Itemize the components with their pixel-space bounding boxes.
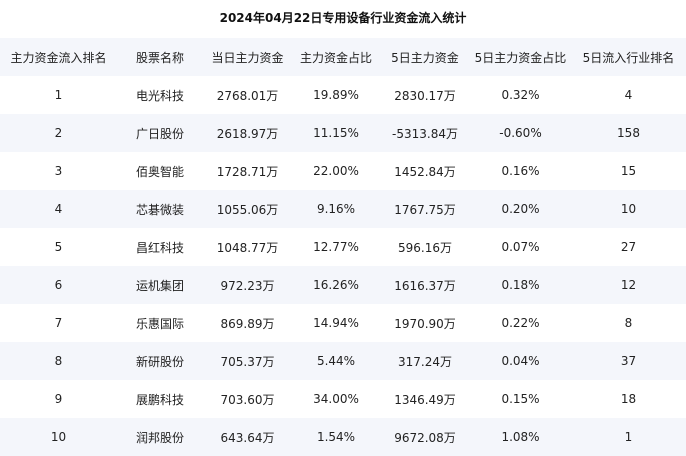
- cell-main-fund-ratio: 11.15%: [313, 126, 359, 140]
- cell-5day-industry-rank: 12: [620, 278, 637, 292]
- cell-5day-main-fund: 2830.17万: [394, 88, 456, 103]
- cell-stock-name: 润邦股份: [135, 430, 184, 445]
- cell-main-fund-ratio: 1.54%: [316, 430, 356, 444]
- table-header-row: 主力资金流入排名 股票名称 当日主力资金 主力资金占比 5日主力资金 5日主力资…: [0, 38, 686, 76]
- cell-5day-main-fund-ratio: 1.08%: [501, 430, 540, 444]
- table-row: 4 芯碁微装 1055.06万 9.16% 1767.75万 0.20% 10: [0, 190, 686, 228]
- cell-stock-name: 芯碁微装: [135, 202, 184, 217]
- cell-5day-industry-rank: 10: [620, 202, 637, 216]
- cell-5day-main-fund: 596.16万: [398, 240, 452, 255]
- cell-stock-name: 运机集团: [135, 278, 184, 293]
- cell-daily-main-fund: 1055.06万: [216, 202, 279, 217]
- table-row: 2 广日股份 2618.97万 11.15% -5313.84万 -0.60% 158: [0, 114, 686, 152]
- fund-flow-table: 主力资金流入排名 股票名称 当日主力资金 主力资金占比 5日主力资金 5日主力资…: [0, 38, 686, 456]
- header-5day-industry-rank: 5日流入行业排名: [582, 50, 675, 65]
- header-main-fund-ratio: 主力资金占比: [299, 50, 372, 65]
- cell-5day-industry-rank: 15: [620, 164, 637, 178]
- cell-5day-main-fund: 9672.08万: [394, 430, 456, 445]
- cell-main-fund-ratio: 22.00%: [313, 164, 359, 178]
- header-5day-main-fund-ratio: 5日主力资金占比: [474, 50, 567, 65]
- cell-main-fund-ratio: 14.94%: [313, 316, 359, 330]
- cell-daily-main-fund: 703.60万: [220, 392, 275, 407]
- cell-rank: 7: [54, 316, 63, 330]
- cell-daily-main-fund: 1048.77万: [216, 240, 279, 255]
- table-row: 9 展鹏科技 703.60万 34.00% 1346.49万 0.15% 18: [0, 380, 686, 418]
- cell-daily-main-fund: 869.89万: [220, 316, 275, 331]
- cell-5day-industry-rank: 4: [624, 88, 633, 102]
- cell-5day-main-fund-ratio: 0.15%: [501, 392, 540, 406]
- cell-main-fund-ratio: 34.00%: [313, 392, 359, 406]
- cell-stock-name: 昌红科技: [135, 240, 184, 255]
- cell-main-fund-ratio: 5.44%: [316, 354, 356, 368]
- header-5day-main-fund: 5日主力资金: [391, 50, 459, 65]
- table-row: 8 新研股份 705.37万 5.44% 317.24万 0.04% 37: [0, 342, 686, 380]
- cell-stock-name: 新研股份: [135, 354, 184, 369]
- table-row: 3 佰奥智能 1728.71万 22.00% 1452.84万 0.16% 15: [0, 152, 686, 190]
- cell-rank: 9: [54, 392, 63, 406]
- cell-5day-main-fund-ratio: 0.04%: [501, 354, 540, 368]
- cell-5day-main-fund-ratio: 0.32%: [501, 88, 540, 102]
- cell-main-fund-ratio: 16.26%: [313, 278, 359, 292]
- table-row: 6 运机集团 972.23万 16.26% 1616.37万 0.18% 12: [0, 266, 686, 304]
- cell-rank: 6: [54, 278, 63, 292]
- table-row: 5 昌红科技 1048.77万 12.77% 596.16万 0.07% 27: [0, 228, 686, 266]
- cell-5day-main-fund: 1452.84万: [394, 164, 456, 179]
- cell-5day-main-fund-ratio: 0.07%: [501, 240, 540, 254]
- cell-stock-name: 广日股份: [135, 126, 184, 141]
- cell-5day-main-fund: 1616.37万: [394, 278, 456, 293]
- cell-daily-main-fund: 705.37万: [220, 354, 275, 369]
- cell-main-fund-ratio: 12.77%: [313, 240, 359, 254]
- table-row: 1 电光科技 2768.01万 19.89% 2830.17万 0.32% 4: [0, 76, 686, 114]
- cell-5day-main-fund: -5313.84万: [392, 126, 458, 141]
- cell-stock-name: 电光科技: [135, 88, 184, 103]
- cell-5day-main-fund: 317.24万: [398, 354, 452, 369]
- cell-main-fund-ratio: 9.16%: [316, 202, 356, 216]
- table-row: 10 润邦股份 643.64万 1.54% 9672.08万 1.08% 1: [0, 418, 686, 456]
- cell-5day-main-fund-ratio: 0.22%: [501, 316, 540, 330]
- cell-5day-industry-rank: 158: [617, 126, 640, 140]
- cell-5day-industry-rank: 18: [620, 392, 637, 406]
- cell-daily-main-fund: 643.64万: [220, 430, 275, 445]
- cell-5day-main-fund-ratio: -0.60%: [499, 126, 542, 140]
- table-body: 1 电光科技 2768.01万 19.89% 2830.17万 0.32% 4 2 广日股份 26…: [0, 76, 686, 456]
- cell-5day-main-fund-ratio: 0.16%: [501, 164, 540, 178]
- header-stock-name: 股票名称: [135, 50, 184, 65]
- cell-rank: 5: [54, 240, 63, 254]
- cell-stock-name: 乐惠国际: [135, 316, 184, 331]
- cell-5day-industry-rank: 1: [624, 430, 633, 444]
- cell-5day-main-fund-ratio: 0.18%: [501, 278, 540, 292]
- cell-main-fund-ratio: 19.89%: [313, 88, 359, 102]
- cell-daily-main-fund: 1728.71万: [216, 164, 279, 179]
- cell-5day-industry-rank: 27: [620, 240, 637, 254]
- header-daily-main-fund: 当日主力资金: [211, 50, 284, 65]
- cell-stock-name: 佰奥智能: [135, 164, 184, 179]
- cell-daily-main-fund: 972.23万: [220, 278, 275, 293]
- page-title: 2024年04月22日专用设备行业资金流入统计: [219, 11, 467, 25]
- cell-5day-main-fund-ratio: 0.20%: [501, 202, 540, 216]
- cell-rank: 8: [54, 354, 63, 368]
- cell-daily-main-fund: 2768.01万: [216, 88, 279, 103]
- cell-5day-industry-rank: 37: [620, 354, 637, 368]
- cell-stock-name: 展鹏科技: [135, 392, 184, 407]
- cell-5day-main-fund: 1970.90万: [394, 316, 456, 331]
- cell-5day-main-fund: 1346.49万: [394, 392, 456, 407]
- cell-rank: 3: [54, 164, 63, 178]
- cell-rank: 4: [54, 202, 63, 216]
- header-rank: 主力资金流入排名: [10, 50, 107, 65]
- cell-rank: 2: [54, 126, 63, 140]
- cell-daily-main-fund: 2618.97万: [216, 126, 279, 141]
- cell-5day-main-fund: 1767.75万: [394, 202, 456, 217]
- cell-rank: 1: [54, 88, 63, 102]
- cell-rank: 10: [50, 430, 67, 444]
- cell-5day-industry-rank: 8: [624, 316, 633, 330]
- table-row: 7 乐惠国际 869.89万 14.94% 1970.90万 0.22% 8: [0, 304, 686, 342]
